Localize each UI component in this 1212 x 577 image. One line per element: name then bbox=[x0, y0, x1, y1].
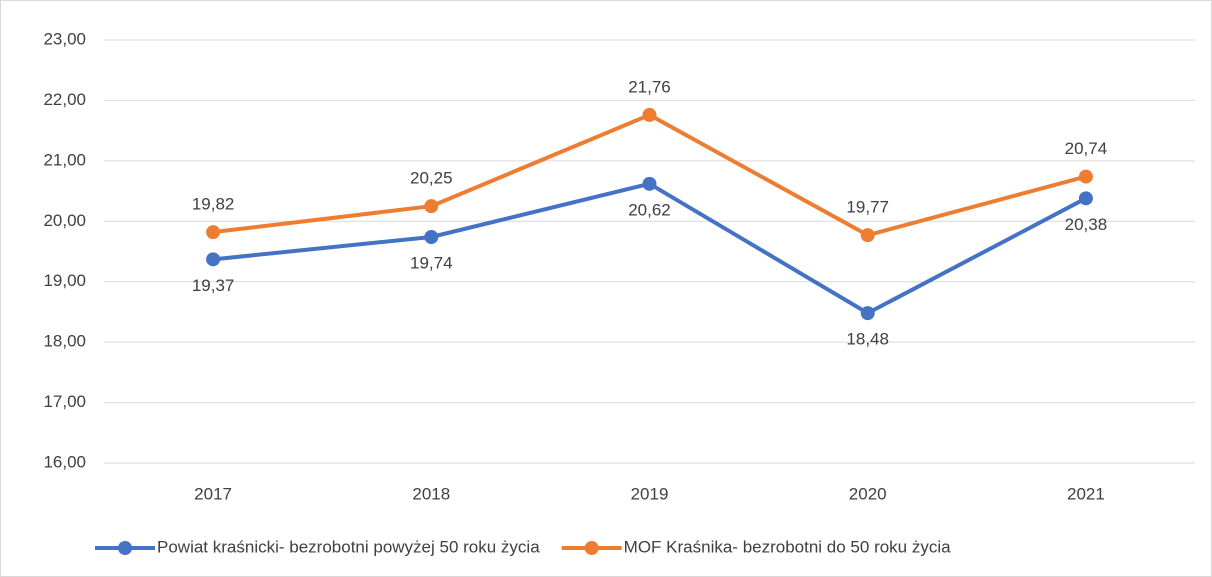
y-tick-label: 22,00 bbox=[43, 90, 86, 109]
point bbox=[1078, 191, 1093, 206]
data-label: 21,76 bbox=[628, 77, 671, 96]
data-label: 18,48 bbox=[846, 330, 889, 349]
point bbox=[206, 252, 221, 267]
point bbox=[860, 306, 875, 321]
y-tick-label: 18,00 bbox=[43, 332, 86, 351]
data-label: 20,38 bbox=[1065, 215, 1108, 234]
x-tick-label: 2019 bbox=[631, 484, 669, 503]
legend-marker bbox=[118, 541, 132, 555]
point bbox=[206, 225, 221, 240]
point bbox=[424, 199, 439, 214]
data-label: 19,37 bbox=[192, 276, 235, 295]
legend-label: MOF Kraśnika- bezrobotni do 50 roku życi… bbox=[624, 537, 951, 556]
data-label: 19,74 bbox=[410, 253, 453, 272]
y-tick-label: 19,00 bbox=[43, 271, 86, 290]
data-label: 20,25 bbox=[410, 169, 453, 188]
legend-marker bbox=[584, 541, 599, 555]
x-tick-label: 2018 bbox=[412, 484, 450, 503]
y-tick-label: 23,00 bbox=[43, 29, 86, 48]
x-tick-label: 2020 bbox=[849, 484, 887, 503]
data-label: 20,74 bbox=[1065, 139, 1108, 158]
point bbox=[642, 176, 657, 191]
point bbox=[642, 107, 657, 122]
x-tick-label: 2017 bbox=[194, 484, 232, 503]
point bbox=[1078, 169, 1093, 184]
y-tick-label: 20,00 bbox=[43, 211, 86, 230]
legend-label: Powiat kraśnicki- bezrobotni powyżej 50 … bbox=[157, 537, 540, 556]
y-tick-label: 16,00 bbox=[43, 452, 86, 471]
y-tick-label: 21,00 bbox=[43, 150, 86, 169]
point bbox=[860, 228, 875, 243]
data-label: 20,62 bbox=[628, 200, 671, 219]
point bbox=[424, 229, 439, 244]
y-tick-label: 17,00 bbox=[43, 392, 86, 411]
data-label: 19,77 bbox=[846, 198, 889, 217]
data-label: 19,82 bbox=[192, 195, 235, 214]
x-tick-label: 2021 bbox=[1067, 484, 1105, 503]
